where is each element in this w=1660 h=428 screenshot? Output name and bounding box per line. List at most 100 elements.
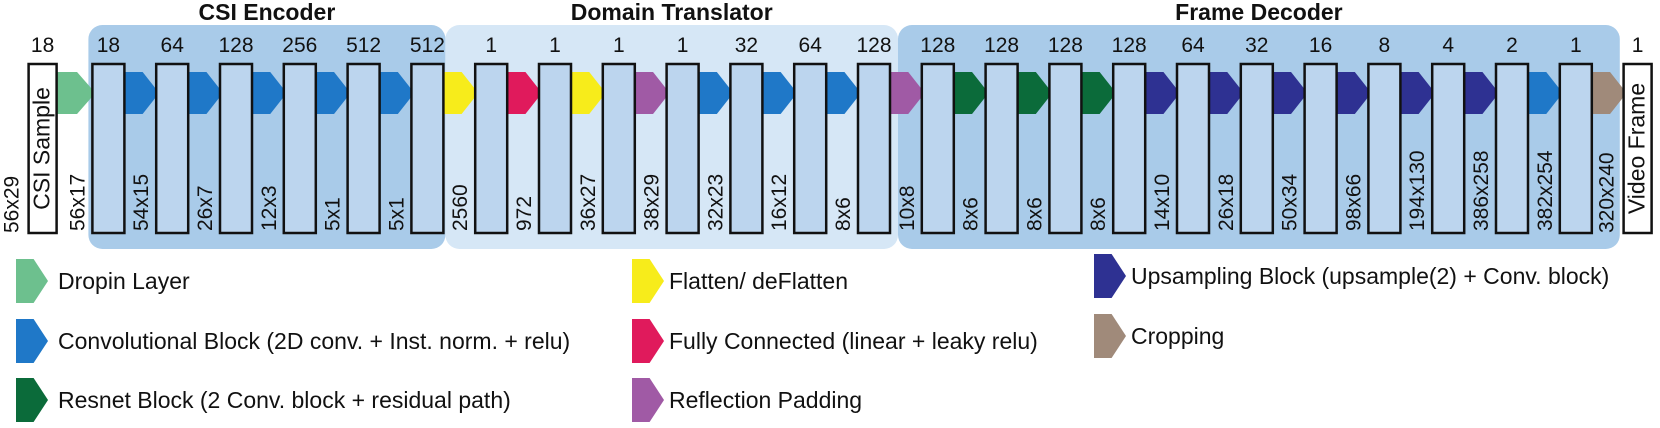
legend-arrow (632, 319, 664, 363)
size-label: 8x6 (1087, 197, 1110, 231)
layer-block (1367, 62, 1402, 235)
layer-block (1175, 62, 1211, 235)
channel-label: 1 (549, 34, 561, 57)
legend-label: Resnet Block (2 Conv. block + residual p… (58, 387, 511, 413)
section-title: Domain Translator (571, 0, 773, 25)
layer-block (729, 62, 764, 235)
channel-label: 1 (1632, 34, 1644, 57)
channel-label: 128 (984, 34, 1019, 57)
layer-arrow (313, 72, 351, 114)
size-label: 54x15 (130, 174, 153, 231)
layer-block (91, 62, 126, 235)
channel-label: 1 (1570, 34, 1582, 57)
channel-label: 512 (346, 34, 381, 57)
size-label: 56x29 (1, 176, 24, 233)
layer-arrow (377, 72, 415, 114)
io-box (27, 62, 58, 235)
channel-label: 16 (1309, 34, 1332, 57)
channel-label: 128 (1112, 34, 1147, 57)
legend-arrow (1094, 314, 1126, 358)
layer-block (792, 62, 828, 235)
layer-arrow (1207, 72, 1244, 114)
channel-label: 128 (856, 34, 891, 57)
layer-arrow (1143, 72, 1180, 114)
io-label: CSI Sample (29, 87, 55, 210)
layer-arrow (951, 72, 989, 114)
layer-block (665, 62, 700, 235)
legend-label: Flatten/ deFlatten (669, 268, 848, 294)
layer-arrow (186, 72, 223, 114)
layer-arrow (54, 72, 96, 114)
size-label: 5x1 (385, 197, 408, 231)
layer-arrow (824, 72, 861, 114)
size-label: 98x66 (1342, 174, 1365, 231)
size-label: 972 (513, 196, 536, 231)
legend-arrow (632, 259, 664, 303)
legend-arrow (16, 378, 48, 422)
layer-block (920, 62, 956, 235)
size-label: 5x1 (322, 197, 345, 231)
legend-arrow (1094, 254, 1126, 298)
layer-arrow (1462, 72, 1499, 114)
layer-block (154, 62, 190, 235)
channel-label: 32 (735, 34, 758, 57)
legend-arrow (16, 259, 48, 303)
layer-block (856, 62, 892, 235)
size-label: 56x17 (66, 174, 89, 231)
size-label: 12x3 (258, 185, 281, 231)
legend-label: Fully Connected (linear + leaky relu) (669, 328, 1038, 354)
legend-arrow (16, 319, 48, 363)
channel-label: 128 (218, 34, 253, 57)
layer-block (537, 62, 573, 235)
layer-arrow (569, 72, 606, 114)
channel-label: 32 (1245, 34, 1268, 57)
size-label: 382x254 (1534, 150, 1557, 231)
size-label: 36x27 (577, 174, 600, 231)
layer-block (1558, 62, 1594, 235)
layer-arrow (632, 72, 670, 114)
channel-label: 128 (1048, 34, 1083, 57)
io-box (1622, 62, 1653, 235)
layer-block (1111, 62, 1147, 235)
size-label: 386x258 (1470, 150, 1493, 231)
layer-block (601, 62, 637, 235)
channel-label: 512 (410, 34, 445, 57)
size-label: 194x130 (1406, 150, 1429, 231)
channel-label: 64 (1181, 34, 1205, 57)
channel-label: 4 (1442, 34, 1454, 57)
size-label: 32x23 (704, 174, 727, 231)
layer-block (1303, 62, 1338, 235)
layer-arrow (696, 72, 734, 114)
channel-label: 128 (920, 34, 955, 57)
layer-arrow (1079, 72, 1117, 114)
legend-label: Dropin Layer (58, 268, 190, 294)
layer-block (218, 62, 254, 235)
section-title: CSI Encoder (199, 0, 336, 25)
channel-label: 64 (799, 34, 823, 57)
layer-block (1048, 62, 1083, 235)
layer-block (346, 62, 381, 235)
channel-label: 18 (31, 34, 54, 57)
layer-arrow (1015, 72, 1053, 114)
size-label: 26x18 (1215, 174, 1238, 231)
channel-label: 64 (161, 34, 185, 57)
layer-arrow (1526, 72, 1563, 114)
layer-arrow (1398, 72, 1436, 114)
layer-arrow (505, 72, 542, 114)
layer-arrow (1334, 72, 1372, 114)
layer-block (984, 62, 1019, 235)
size-label: 8x6 (1023, 197, 1046, 231)
size-label: 16x12 (768, 174, 791, 231)
size-label: 26x7 (194, 185, 217, 231)
size-label: 320x240 (1596, 152, 1619, 233)
layer-block (1239, 62, 1275, 235)
layer-block (1430, 62, 1466, 235)
size-label: 50x34 (1279, 173, 1302, 231)
layer-arrow (1270, 72, 1308, 114)
layer-arrow (441, 72, 479, 114)
layer-block (410, 62, 445, 235)
size-label: 14x10 (1151, 174, 1174, 231)
legend-arrow (632, 378, 664, 422)
channel-label: 1 (485, 34, 497, 57)
channel-label: 1 (677, 34, 689, 57)
